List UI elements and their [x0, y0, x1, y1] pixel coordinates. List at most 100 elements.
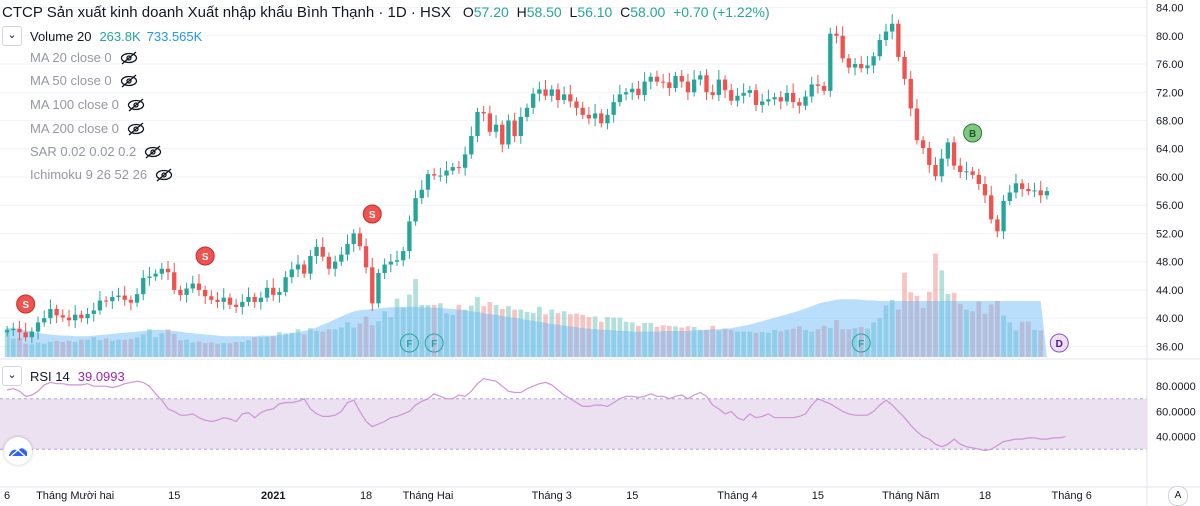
- volume-ma-value: 733.565K: [146, 28, 203, 44]
- candle: [803, 96, 808, 106]
- sell-signal-marker-label: S: [369, 210, 376, 221]
- price-tick-label: 56.00: [1156, 200, 1184, 212]
- sell-signal-marker: S: [362, 204, 382, 224]
- volume-bar: [592, 316, 598, 357]
- volume-bar: [815, 329, 821, 357]
- candle: [153, 273, 158, 277]
- high-value: 58.50: [526, 4, 562, 20]
- chevron-down-icon[interactable]: ⌄: [2, 26, 22, 46]
- candle: [23, 332, 28, 338]
- eye-off-icon[interactable]: [127, 98, 145, 112]
- candle: [196, 283, 202, 290]
- rsi-legend: ⌄ RSI 14 39.0993: [2, 366, 125, 386]
- candle: [747, 90, 752, 93]
- time-tick-label: Tháng 4: [717, 490, 757, 502]
- candle: [425, 174, 431, 190]
- rsi-value: 39.0993: [77, 368, 125, 384]
- candle: [314, 246, 319, 257]
- volume-ma-area: [7, 299, 1047, 357]
- eye-off-icon[interactable]: [155, 168, 173, 182]
- volume-bar: [277, 332, 282, 357]
- volume-bar: [580, 314, 586, 357]
- volume-bar: [821, 325, 827, 357]
- candle: [568, 94, 573, 102]
- indicator-ma100[interactable]: MA 100 close 0: [30, 97, 145, 112]
- candle: [914, 108, 920, 141]
- candle: [252, 296, 257, 302]
- candle: [165, 268, 171, 273]
- volume-bar: [623, 321, 629, 357]
- candle: [561, 94, 567, 101]
- event-marker: D: [1049, 333, 1069, 353]
- candle: [246, 296, 251, 302]
- candle: [920, 140, 926, 149]
- high-label: H: [516, 4, 527, 20]
- volume-bar: [481, 306, 487, 357]
- volume-bar: [376, 321, 381, 357]
- candle: [691, 79, 697, 93]
- volume-bar: [314, 331, 319, 357]
- volume-bar: [809, 331, 815, 357]
- sell-signal-marker: S: [16, 294, 36, 314]
- volume-bar: [1007, 322, 1013, 357]
- candle: [190, 283, 195, 289]
- candle: [908, 78, 913, 109]
- eye-off-icon[interactable]: [144, 145, 162, 159]
- candle: [716, 79, 722, 96]
- candle: [605, 114, 610, 124]
- open-value: 57.20: [473, 4, 509, 20]
- volume-bar: [264, 336, 270, 357]
- candle: [438, 175, 443, 177]
- candle: [865, 65, 870, 69]
- candle: [524, 107, 530, 117]
- eye-off-icon[interactable]: [120, 74, 138, 88]
- candle: [345, 244, 350, 255]
- price-tick-label: 64.00: [1156, 144, 1184, 156]
- volume-bar: [648, 322, 654, 357]
- volume-bar: [914, 295, 920, 357]
- candle: [1019, 183, 1025, 189]
- eye-off-icon[interactable]: [120, 51, 138, 65]
- candle: [240, 301, 245, 307]
- candle: [178, 289, 183, 295]
- candle: [654, 76, 660, 82]
- volume-bar: [982, 313, 988, 357]
- eye-off-icon[interactable]: [127, 122, 145, 136]
- volume-bar: [165, 329, 171, 357]
- indicator-ichimoku[interactable]: Ichimoku 9 26 52 26: [30, 167, 173, 182]
- candle: [877, 40, 882, 57]
- candle: [710, 92, 715, 96]
- candle: [760, 101, 765, 105]
- sell-signal-marker-circle: [195, 246, 215, 266]
- buy-signal-marker: B: [963, 123, 983, 143]
- buy-signal-marker-label: B: [969, 129, 976, 140]
- candle: [821, 85, 827, 91]
- logo-icon[interactable]: [4, 437, 32, 465]
- candle: [890, 23, 895, 32]
- indicator-ma50[interactable]: MA 50 close 0: [30, 73, 138, 88]
- auto-scale-button[interactable]: A: [1168, 486, 1188, 506]
- candle: [537, 89, 542, 94]
- indicator-label: SAR 0.02 0.02 0.2: [30, 144, 137, 159]
- indicator-ma200[interactable]: MA 200 close 0: [30, 121, 145, 136]
- candle: [964, 171, 969, 173]
- volume-bar: [1032, 329, 1037, 357]
- volume-bar: [976, 301, 982, 357]
- sell-signal-marker-label: S: [202, 252, 209, 263]
- event-marker: F: [851, 333, 871, 353]
- candle: [357, 233, 363, 247]
- candle: [320, 246, 325, 257]
- price-tick-label: 36.00: [1156, 341, 1184, 353]
- candle: [989, 195, 994, 220]
- indicator-sar[interactable]: SAR 0.02 0.02 0.2: [30, 144, 162, 159]
- candle: [648, 76, 653, 82]
- rsi-label: RSI 14: [30, 368, 70, 384]
- volume-bar: [258, 337, 264, 357]
- volume-bar: [920, 307, 926, 357]
- indicator-ma20[interactable]: MA 20 close 0: [30, 50, 138, 65]
- volume-bar: [91, 337, 97, 357]
- chevron-down-icon[interactable]: ⌄: [2, 366, 22, 386]
- candle: [797, 102, 802, 106]
- candle: [308, 256, 313, 274]
